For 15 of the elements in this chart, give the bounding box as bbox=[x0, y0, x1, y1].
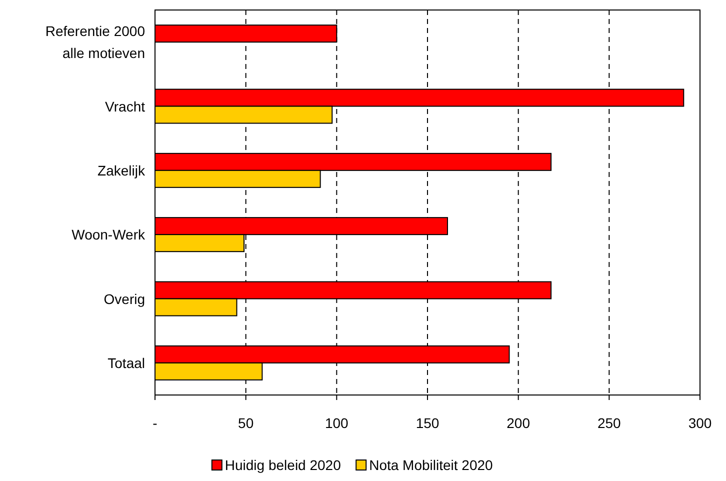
x-tick-label: 250 bbox=[597, 415, 622, 431]
x-tick-label: - bbox=[152, 415, 158, 431]
x-tick-label: 200 bbox=[506, 415, 530, 431]
legend-label: Huidig beleid 2020 bbox=[224, 457, 342, 473]
y-tick-label: Vracht bbox=[105, 98, 146, 114]
y-tick-label: Referentie 2000 alle motieven bbox=[45, 23, 146, 62]
y-tick-label: Zakelijk bbox=[98, 162, 146, 178]
x-tick-label: 150 bbox=[416, 415, 440, 431]
x-tick-label: 50 bbox=[238, 415, 254, 431]
x-tick-label: 300 bbox=[688, 415, 712, 431]
legend-label: Nota Mobiliteit 2020 bbox=[369, 457, 494, 473]
y-tick-label: Overig bbox=[104, 290, 145, 307]
y-tick-label: Woon-Werk bbox=[72, 226, 146, 243]
y-tick-label: Totaal bbox=[108, 354, 145, 371]
x-tick-label: 100 bbox=[324, 415, 349, 431]
